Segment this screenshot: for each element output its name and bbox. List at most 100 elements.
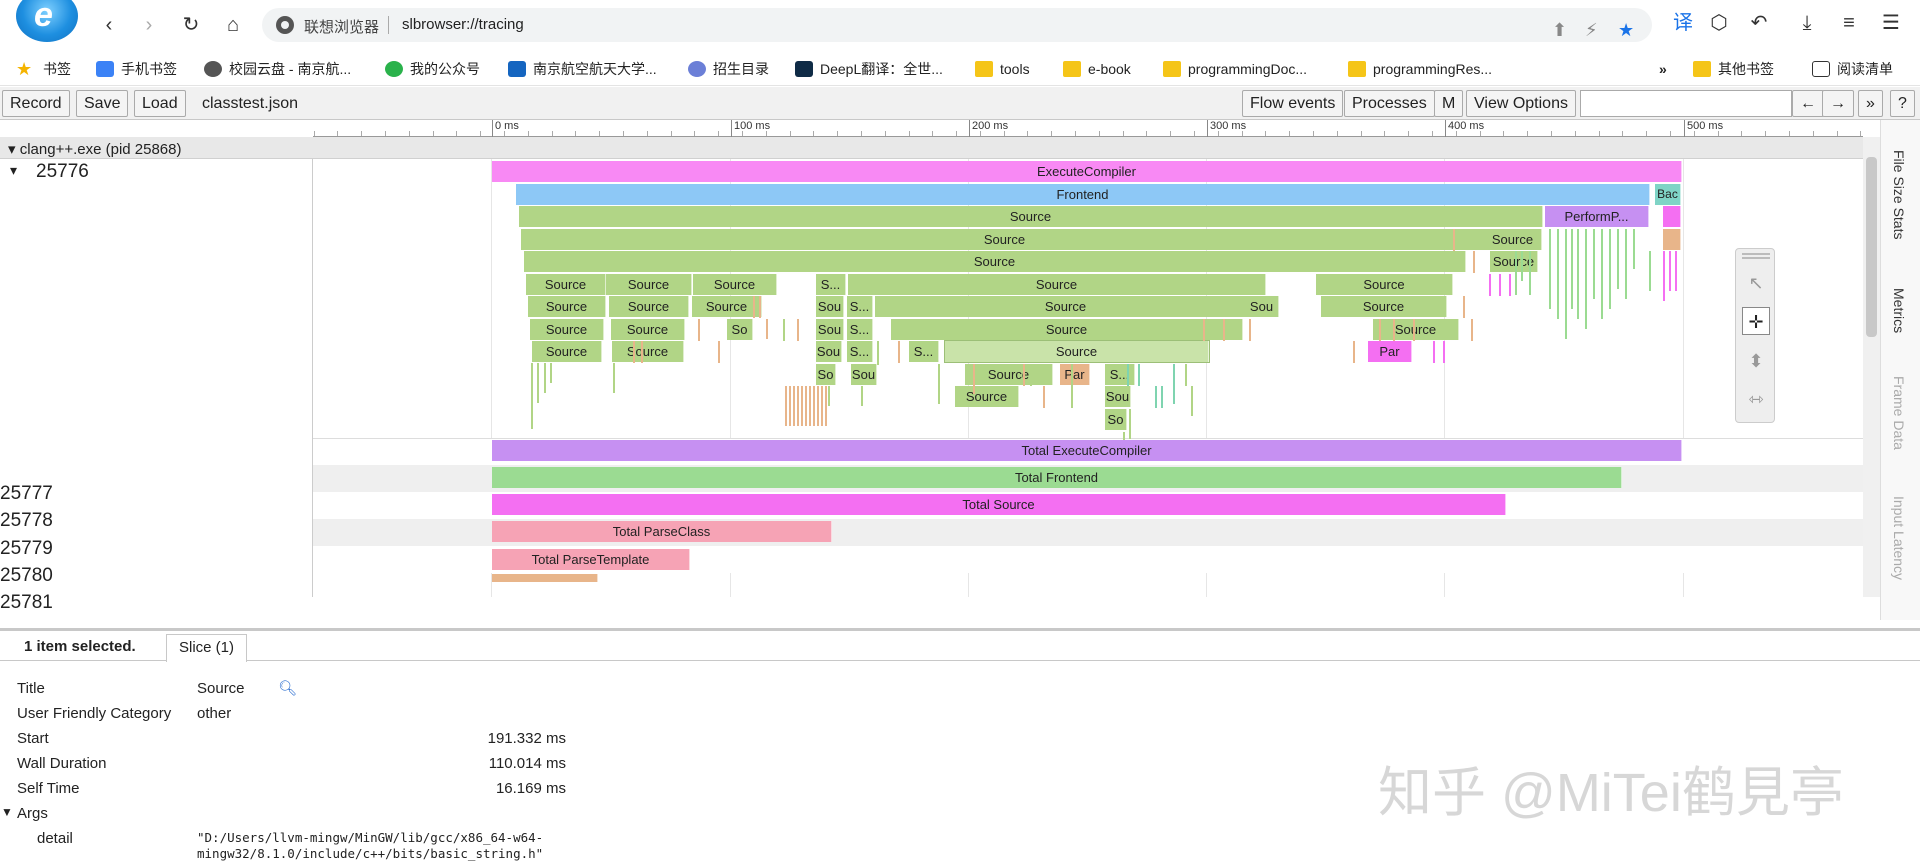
mouse-mode-selector[interactable]: ↖ ✛ ⬍ ⇿ xyxy=(1735,248,1775,423)
slice-source[interactable]: Source xyxy=(965,364,1053,385)
side-tab-frame-data[interactable]: Frame Data xyxy=(1891,376,1907,450)
slice-source[interactable]: Source xyxy=(693,274,777,295)
slice-source[interactable]: Source xyxy=(532,341,602,362)
timing-mode-icon[interactable]: ⇿ xyxy=(1748,389,1764,409)
save-button[interactable]: Save xyxy=(76,90,129,117)
slice-source[interactable]: Source xyxy=(875,296,1257,317)
bookmarks-overflow-button[interactable]: » xyxy=(1659,58,1667,80)
time-ruler[interactable]: 0 ms 100 ms 200 ms 300 ms 400 ms 500 ms xyxy=(313,120,1863,137)
timeline-scrollbar[interactable] xyxy=(1863,137,1880,597)
bookmark-star-icon[interactable]: ★ xyxy=(1618,20,1635,40)
zoom-mode-icon[interactable]: ⬍ xyxy=(1748,351,1764,371)
pan-mode-icon[interactable]: ✛ xyxy=(1742,307,1770,335)
slice-source[interactable]: Source xyxy=(521,229,1489,250)
load-button[interactable]: Load xyxy=(134,90,186,117)
slice-backend[interactable]: Bac xyxy=(1655,184,1681,205)
find-next-button[interactable]: → xyxy=(1822,90,1854,117)
bookmark-item[interactable]: DeepL翻译：全世... xyxy=(795,58,943,80)
slice-small[interactable] xyxy=(1663,229,1681,250)
back-arrow-icon[interactable]: ‹ xyxy=(105,14,113,36)
bookmark-folder[interactable]: tools xyxy=(975,58,1030,80)
slice-source[interactable]: Source xyxy=(609,296,689,317)
bookmark-item[interactable]: 南京航空航天大学... xyxy=(508,58,657,80)
slice-source-selected[interactable]: Source xyxy=(944,340,1210,363)
slice-source[interactable]: Source xyxy=(606,274,692,295)
process-header[interactable]: ▾ clang++.exe (pid 25868) X xyxy=(0,137,1880,159)
menu-icon[interactable]: ☰ xyxy=(1882,12,1900,34)
download-icon[interactable]: ⤓ xyxy=(1802,12,1812,34)
bookmark-folder[interactable]: programmingDoc... xyxy=(1163,58,1307,80)
slice-source[interactable]: S... xyxy=(909,341,939,362)
bookmark-folder[interactable]: 其他书签 xyxy=(1693,58,1774,80)
slice-source[interactable]: Source xyxy=(519,206,1543,227)
slice-small[interactable] xyxy=(1663,206,1681,227)
find-input[interactable] xyxy=(1580,90,1792,117)
slice-source[interactable]: Sou xyxy=(851,364,877,385)
bookmark-folder[interactable]: programmingRes... xyxy=(1348,58,1492,80)
select-mode-icon[interactable]: ↖ xyxy=(1748,273,1764,293)
slice-source[interactable]: Source xyxy=(1321,296,1447,317)
slice-source[interactable]: Sou xyxy=(816,319,844,340)
slice-source[interactable]: Source xyxy=(612,341,684,362)
view-options-button[interactable]: View Options xyxy=(1466,90,1576,117)
slice-perform[interactable]: PerformP... xyxy=(1545,206,1649,227)
url-bar[interactable]: 联想浏览器 slbrowser://tracing ⬆ ⚡ ★ xyxy=(262,8,1652,42)
slice-source[interactable]: Source xyxy=(955,386,1019,407)
slice-source[interactable]: S... xyxy=(847,319,873,340)
slice-source[interactable]: Sou xyxy=(1105,386,1131,407)
slice-source[interactable]: Source xyxy=(1316,274,1453,295)
find-previous-button[interactable]: ← xyxy=(1792,90,1824,117)
slice-source[interactable]: Source xyxy=(530,319,604,340)
bookmark-item[interactable]: ★ 书签 xyxy=(16,58,71,80)
side-tab-file-size-stats[interactable]: File Size Stats xyxy=(1891,150,1907,240)
search-icon[interactable]: 🔍︎ xyxy=(278,680,298,697)
collapse-triangle-icon[interactable]: ▾ xyxy=(10,162,18,178)
slice-source[interactable]: Source xyxy=(528,296,606,317)
bookmark-item[interactable]: 手机书签 xyxy=(96,58,177,80)
share-icon[interactable]: ⬆ xyxy=(1552,20,1568,40)
expand-button[interactable]: » xyxy=(1858,90,1883,117)
slice-source[interactable]: Sou xyxy=(816,296,844,317)
flash-icon[interactable]: ⚡ xyxy=(1585,20,1598,40)
slice-source[interactable]: Source xyxy=(611,319,685,340)
help-button[interactable]: ? xyxy=(1890,90,1915,117)
timeline-view[interactable]: 0 ms 100 ms 200 ms 300 ms 400 ms 500 ms … xyxy=(0,120,1920,620)
undo-icon[interactable]: ↶ xyxy=(1750,12,1768,34)
slice-source[interactable]: Source xyxy=(1373,319,1459,340)
slice-source[interactable]: Sou xyxy=(816,341,842,362)
slice-total-frontend[interactable]: Total Frontend xyxy=(492,467,1622,488)
side-tab-input-latency[interactable]: Input Latency xyxy=(1891,496,1907,581)
slice-frontend[interactable]: Frontend xyxy=(516,184,1650,205)
slice-source[interactable]: Source xyxy=(526,274,606,295)
slice-parse[interactable]: Par xyxy=(1060,364,1090,385)
slice-source[interactable]: S... xyxy=(847,341,873,362)
slice-total-parsetemplate[interactable]: Total ParseTemplate xyxy=(492,549,690,570)
slice-total-source[interactable]: Total Source xyxy=(492,494,1506,515)
flow-events-button[interactable]: Flow events xyxy=(1242,90,1344,117)
bookmark-item[interactable]: 我的公众号 xyxy=(385,58,480,80)
slice-source[interactable]: S... xyxy=(1105,364,1135,385)
reading-list-icon[interactable]: ≡ xyxy=(1843,12,1855,34)
record-button[interactable]: Record xyxy=(2,90,70,117)
side-tab-metrics[interactable]: Metrics xyxy=(1891,288,1907,334)
bookmark-item[interactable]: 招生目录 xyxy=(688,58,769,80)
flame-chart-area[interactable]: ExecuteCompiler Frontend Bac Source Perf… xyxy=(313,159,1863,597)
slice-parse[interactable]: Par xyxy=(1368,341,1412,362)
reload-icon[interactable]: ↻ xyxy=(182,14,200,36)
reading-list-button[interactable]: 阅读清单 xyxy=(1812,58,1893,80)
tab-slice[interactable]: Slice (1) xyxy=(166,634,248,662)
drag-handle-icon[interactable] xyxy=(1742,253,1770,259)
slice-source[interactable]: S... xyxy=(816,274,846,295)
slice-execute-compiler[interactable]: ExecuteCompiler xyxy=(492,161,1682,182)
slice-partial[interactable] xyxy=(492,574,598,582)
forward-arrow-icon[interactable]: › xyxy=(145,14,153,36)
slice-source[interactable]: S... xyxy=(847,296,873,317)
slice-source[interactable]: Source xyxy=(524,251,1466,272)
slice-source[interactable]: Source xyxy=(848,274,1266,295)
metadata-button[interactable]: M xyxy=(1434,90,1464,117)
slice-total-execute-compiler[interactable]: Total ExecuteCompiler xyxy=(492,440,1682,461)
slice-source[interactable]: So xyxy=(1105,409,1127,430)
extensions-icon[interactable]: ⬡ xyxy=(1710,12,1728,34)
slice-source[interactable]: Sou xyxy=(1245,296,1279,317)
home-icon[interactable]: ⌂ xyxy=(226,14,240,36)
